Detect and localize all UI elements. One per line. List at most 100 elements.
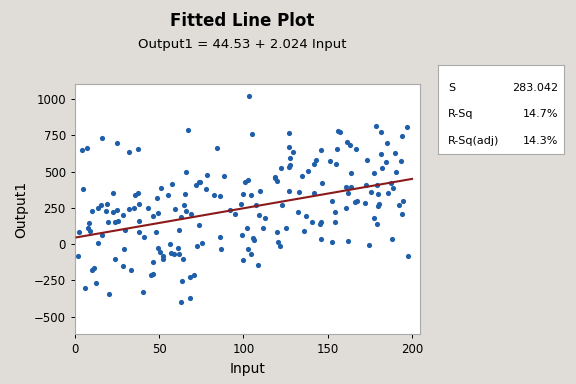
Point [316,221,325,227]
Point [382,140,392,146]
Point [113,218,122,225]
Point [317,219,326,225]
Point [156,249,165,255]
Point [387,236,396,242]
Point [109,209,118,215]
Point [225,207,234,213]
Point [309,190,319,197]
Point [134,146,143,152]
Point [352,198,361,204]
Point [165,241,175,247]
Point [331,218,340,225]
Point [103,201,112,207]
Point [185,274,195,280]
Text: R-Sq: R-Sq [448,109,473,119]
Point [192,243,202,250]
Point [253,262,262,268]
Point [317,236,326,242]
Point [391,149,400,156]
Point [143,205,153,211]
Point [180,191,190,197]
Point [391,169,400,175]
Text: 283.042: 283.042 [512,83,558,93]
Point [384,190,393,197]
Point [92,280,101,286]
Point [343,238,353,245]
Point [134,200,143,207]
Text: 14.3%: 14.3% [523,136,558,146]
Point [289,149,298,155]
Point [238,257,247,263]
Point [342,205,351,212]
Point [98,232,107,238]
Point [343,190,353,196]
Point [112,140,122,146]
Point [82,145,92,151]
Point [272,178,282,184]
Point [286,155,295,161]
Point [195,179,204,185]
Point [189,271,198,278]
Point [210,192,219,198]
Point [177,278,187,285]
Point [373,190,382,197]
Point [300,228,309,234]
Point [202,186,211,192]
Point [242,224,252,230]
Point [325,158,335,164]
Point [153,245,162,251]
Point [331,161,340,167]
Point [94,240,103,246]
Point [198,240,207,247]
Point [236,201,245,207]
Point [149,259,158,265]
Point [89,265,98,271]
Point [176,214,185,220]
Point [327,239,336,245]
Point [119,246,128,252]
Point [74,253,83,260]
Point [346,142,355,148]
Point [230,212,240,218]
Point [217,246,226,252]
Point [364,242,373,248]
Point [139,289,148,295]
X-axis label: Input: Input [230,362,266,376]
Point [273,228,282,235]
Point [181,208,190,214]
Point [297,172,306,179]
Point [377,129,386,135]
Point [170,206,179,212]
Point [350,199,359,205]
Point [187,211,196,217]
Point [146,272,156,278]
Point [151,229,161,235]
Point [373,203,382,209]
Point [176,299,185,305]
Point [170,251,179,257]
Point [395,202,404,209]
Point [74,229,84,235]
Point [183,127,192,133]
Point [112,207,122,213]
Point [403,124,412,130]
Point [118,263,127,269]
Point [277,202,286,208]
Point [308,219,317,225]
Text: R-Sq(adj): R-Sq(adj) [448,136,499,146]
Point [212,145,221,151]
Point [135,218,144,224]
Point [244,246,253,252]
Point [163,192,172,198]
Point [138,65,147,71]
Point [244,93,253,99]
Point [130,192,139,198]
Point [93,205,103,211]
Point [124,206,134,212]
Point [78,147,87,154]
Point [126,267,135,273]
Point [397,211,407,217]
Point [276,165,286,171]
Point [246,192,255,199]
Point [157,185,166,191]
